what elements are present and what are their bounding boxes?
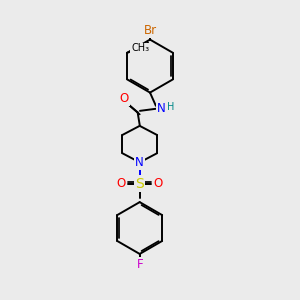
Text: H: H (167, 102, 174, 112)
Text: O: O (117, 177, 126, 190)
Text: Br: Br (143, 24, 157, 37)
Text: N: N (157, 102, 166, 115)
Text: N: N (135, 156, 144, 169)
Text: F: F (136, 258, 143, 271)
Text: O: O (120, 92, 129, 105)
Text: O: O (153, 177, 163, 190)
Text: CH₃: CH₃ (131, 44, 149, 53)
Text: S: S (135, 177, 144, 190)
